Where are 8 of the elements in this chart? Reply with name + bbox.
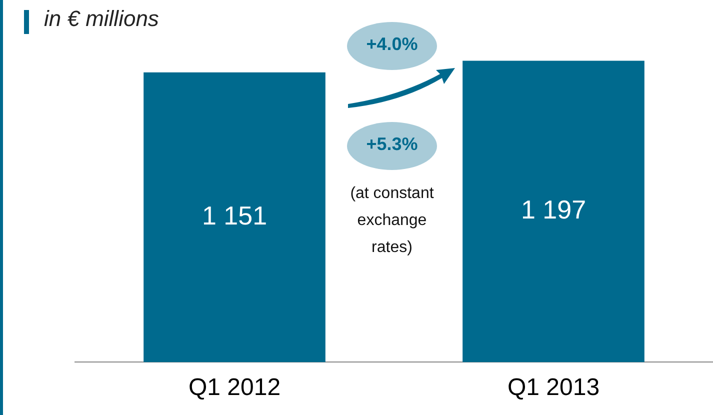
x-tick-label: Q1 2013 <box>507 374 600 402</box>
data-label: 1 197 <box>520 194 586 225</box>
text: +4.0% <box>365 34 419 55</box>
x-tick-label: Q1 2012 <box>188 374 281 402</box>
data-label: 1 151 <box>202 200 268 230</box>
annotation: +5.3% <box>365 134 419 155</box>
chart-title: in € millions <box>44 6 159 32</box>
annotation: (at constant exchange rates) <box>349 184 435 258</box>
